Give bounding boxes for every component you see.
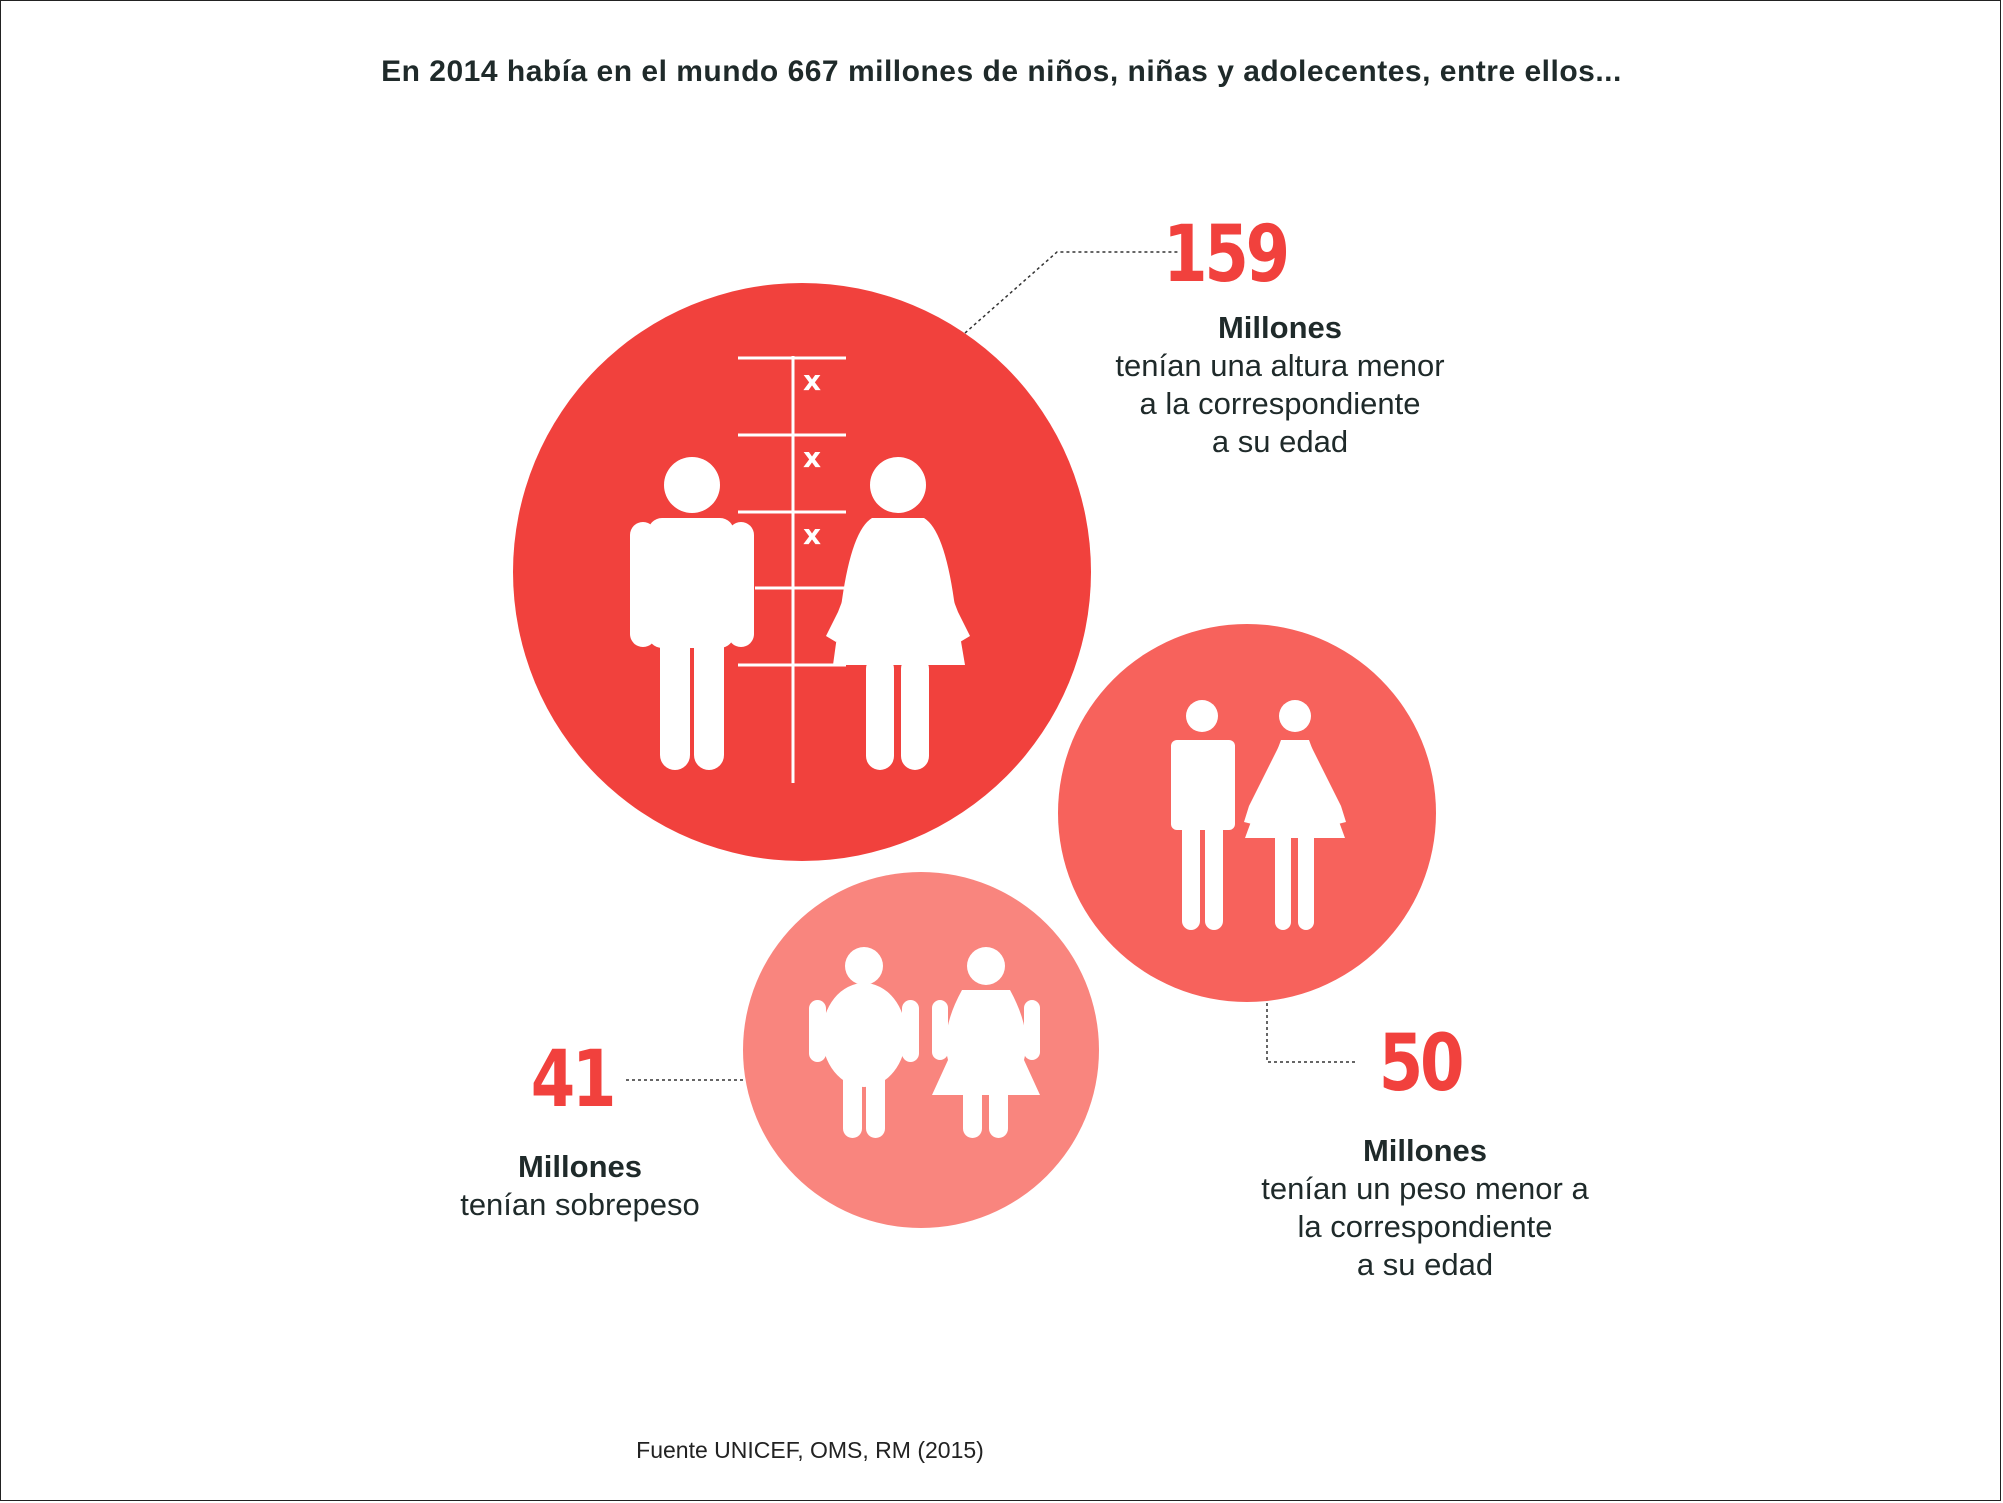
connector-lines <box>626 251 1356 1081</box>
infographic-title: En 2014 había en el mundo 667 millones d… <box>381 55 1622 88</box>
stat-description: tenían sobrepeso <box>460 1187 700 1222</box>
height-mark-x: x <box>803 518 821 551</box>
overweight-girl-figure-icon <box>932 947 1040 1138</box>
thin-girl-figure-icon <box>1244 700 1346 930</box>
stunting-circle: x x x <box>513 283 1091 861</box>
stunting-circle-bg <box>513 283 1091 861</box>
boy-figure-icon <box>630 457 754 770</box>
stat-number-159: 159 <box>1163 210 1290 300</box>
stat-description: tenían un peso menor a la correspondient… <box>1261 1171 1589 1282</box>
stat-description: tenían una altura menor a la correspondi… <box>1115 348 1445 459</box>
stat-number-41: 41 <box>530 1035 617 1125</box>
stat-unit: Millones <box>1362 1133 1487 1168</box>
stat-unit: Millones <box>517 1149 642 1184</box>
overweight-circle <box>743 872 1099 1228</box>
stat-unit: Millones <box>1217 310 1342 345</box>
underweight-circle <box>1058 624 1436 1002</box>
overweight-boy-girl-icon <box>809 947 1040 1138</box>
stat-label-41: Millones tenían sobrepeso <box>380 1148 780 1224</box>
connector-50 <box>1266 1003 1356 1063</box>
source-credit: Fuente UNICEF, OMS, RM (2015) <box>636 1437 984 1463</box>
stat-label-159: Millones tenían una altura menor a la co… <box>1030 309 1530 461</box>
thin-boy-figure-icon <box>1171 700 1235 930</box>
height-chart-boy-girl-icon: x x x <box>630 356 970 783</box>
overweight-circle-bg <box>743 872 1099 1228</box>
height-mark-x: x <box>803 441 821 474</box>
stat-number-50: 50 <box>1378 1019 1465 1109</box>
thin-boy-girl-icon <box>1171 700 1346 930</box>
stat-label-50: Millones tenían un peso menor a la corre… <box>1170 1132 1680 1284</box>
height-mark-x: x <box>803 364 821 397</box>
height-ruler-icon <box>738 356 846 783</box>
connector-159 <box>964 251 1178 334</box>
overweight-boy-figure-icon <box>809 947 919 1138</box>
girl-figure-icon <box>826 457 970 770</box>
